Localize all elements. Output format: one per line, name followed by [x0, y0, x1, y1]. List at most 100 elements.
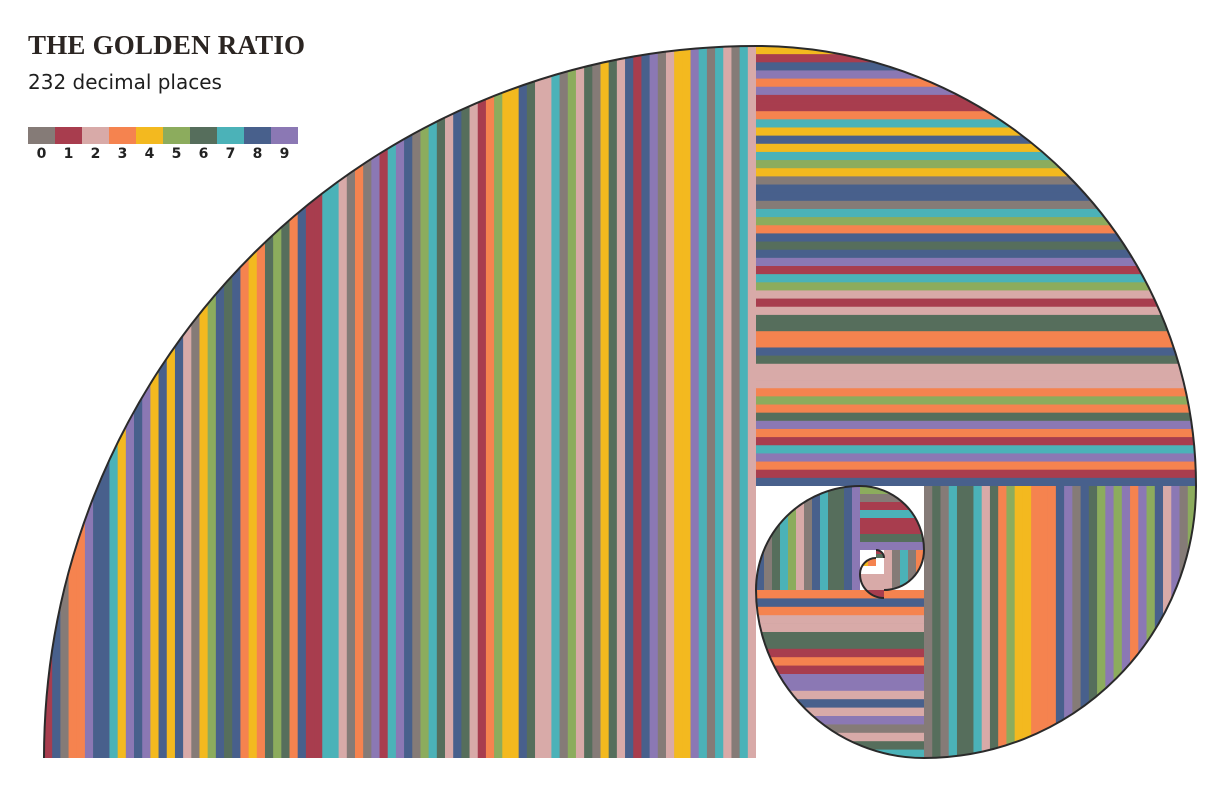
digit-stripe [461, 46, 470, 758]
digit-stripe [166, 46, 176, 758]
digit-stripe [756, 143, 1196, 153]
digit-stripe [828, 486, 837, 590]
digit-stripe [747, 46, 756, 758]
digit-stripe [756, 103, 1196, 112]
legend-label-3: 3 [117, 146, 128, 162]
digit-stripe [428, 46, 438, 758]
digit-stripe [608, 46, 618, 758]
spiral-square-0 [44, 46, 756, 758]
digit-stripe [973, 486, 982, 758]
digit-stripe [1179, 486, 1189, 758]
digit-stripe [756, 257, 1196, 267]
digit-stripe [756, 690, 924, 700]
digit-stripe [84, 46, 94, 758]
legend-swatch-1 [55, 127, 82, 144]
digit-stripe [518, 46, 528, 758]
digit-stripe [256, 46, 266, 758]
digit-stripe [125, 46, 135, 758]
digit-stripe [812, 486, 821, 590]
digit-stripe [404, 46, 413, 758]
digit-stripe [860, 582, 884, 591]
digit-stripe [199, 46, 208, 758]
digit-stripe [908, 550, 917, 590]
digit-stripe [665, 46, 675, 758]
digit-stripe [756, 412, 1196, 422]
digit-stripe [207, 46, 217, 758]
digit-stripe [625, 46, 634, 758]
digit-stripe [756, 249, 1196, 259]
digit-stripe [354, 46, 364, 758]
digit-stripe [469, 46, 479, 758]
digit-stripe [174, 46, 184, 758]
digit-stripe [756, 741, 924, 750]
spiral-square-2 [924, 486, 1196, 758]
digit-stripe [477, 46, 487, 758]
digit-stripe [860, 542, 924, 550]
digit-stripe [756, 716, 924, 725]
digit-stripe [940, 486, 950, 758]
digit-stripe [756, 111, 1196, 120]
digit-stripe [756, 606, 924, 616]
digit-stripe [756, 732, 924, 742]
digit-stripe [551, 46, 560, 758]
digit-stripe [756, 665, 924, 675]
digit-stripe [363, 46, 372, 758]
digit-stripe [1055, 486, 1065, 758]
digit-stripe [1097, 486, 1106, 758]
digit-stripe [273, 46, 282, 758]
digit-stripe [788, 486, 797, 590]
digit-stripe [1163, 486, 1172, 758]
digit-stripe [420, 46, 429, 758]
digit-stripe [756, 396, 1196, 405]
digit-stripe [657, 46, 667, 758]
digit-stripe [756, 314, 1196, 324]
digit-stripe [892, 550, 901, 590]
digit-stripe [412, 46, 421, 758]
digit-stripe [756, 420, 1196, 430]
digit-stripe [248, 46, 258, 758]
digit-stripe [876, 554, 884, 558]
legend-swatch-5 [163, 127, 190, 144]
digit-stripe [314, 46, 323, 758]
digit-stripe [756, 445, 1196, 454]
digit-stripe [756, 428, 1196, 438]
digit-stripe [756, 86, 1196, 96]
digit-stripe [756, 682, 924, 692]
digit-stripe [780, 486, 789, 590]
digit-stripe [1022, 486, 1032, 758]
legend-swatches [28, 127, 298, 144]
legend-label-5: 5 [171, 146, 182, 162]
digit-stripe [281, 46, 290, 758]
digit-stripe [436, 46, 446, 758]
digit-stripe [860, 534, 924, 543]
digit-stripe [76, 46, 86, 758]
digit-stripe [1072, 486, 1081, 758]
digit-stripe [932, 486, 941, 758]
digit-stripe [998, 486, 1007, 758]
digit-stripe [1014, 486, 1024, 758]
digit-stripe [731, 46, 740, 758]
digit-stripe [804, 486, 813, 590]
legend-label-1: 1 [63, 146, 74, 162]
page-title: THE GOLDEN RATIO [28, 30, 306, 60]
legend-label-8: 8 [252, 146, 263, 162]
digit-stripe [1171, 486, 1180, 758]
digit-stripe [575, 46, 585, 758]
digit-stripe [1105, 486, 1114, 758]
digit-stripe [756, 648, 924, 658]
page-subtitle: 232 decimal places [28, 70, 222, 94]
digit-stripe [756, 176, 1196, 185]
digit-stripe [756, 640, 924, 650]
digit-stripe [756, 168, 1196, 177]
digit-stripe [142, 46, 151, 758]
digit-stripe [698, 46, 708, 758]
digit-stripe [453, 46, 462, 758]
legend-swatch-4 [136, 127, 163, 144]
digit-stripe [756, 192, 1196, 202]
digit-stripe [756, 632, 924, 641]
digit-stripe [633, 46, 642, 758]
digit-stripe [756, 217, 1196, 226]
digit-stripe [756, 371, 1196, 381]
digit-stripe [158, 46, 168, 758]
